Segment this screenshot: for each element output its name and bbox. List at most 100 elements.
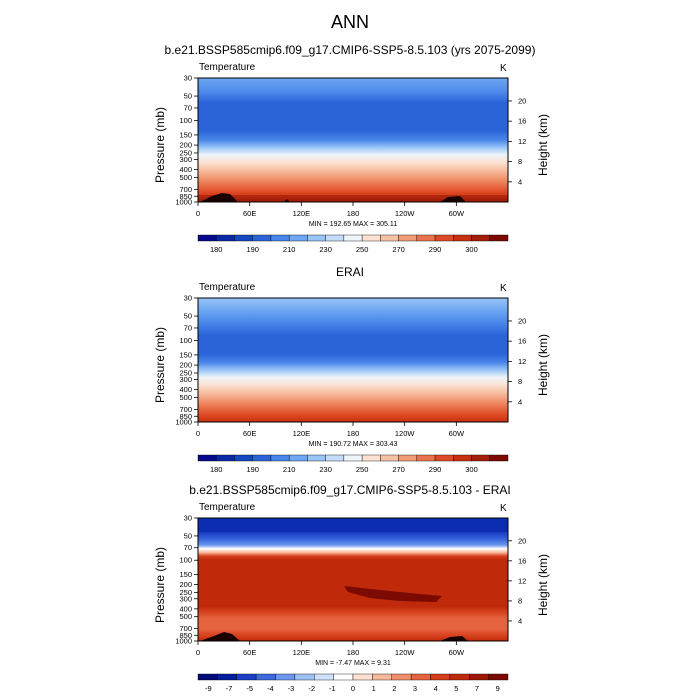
y-tick-label: 1000 <box>175 198 192 207</box>
colorbar-swatch <box>307 454 326 462</box>
colorbar-label: 270 <box>392 465 405 474</box>
y-tick-label: 30 <box>184 294 192 303</box>
y-tick-label: 300 <box>179 155 192 164</box>
y-tick-label: 100 <box>179 336 192 345</box>
colorbar-label: 7 <box>475 684 479 693</box>
y-tick-label: 50 <box>184 92 192 101</box>
y-tick-label: 70 <box>184 543 192 552</box>
colorbar-label: 210 <box>283 245 296 254</box>
colorbar-swatch <box>236 673 257 681</box>
colorbar-label: 230 <box>319 245 332 254</box>
colorbar-swatch <box>343 234 363 242</box>
colorbar-swatch <box>270 454 290 462</box>
y-tick-label: 30 <box>184 74 192 83</box>
colorbar-label: 4 <box>434 684 438 693</box>
panel-2-title: ERAI <box>335 265 364 279</box>
colorbar-label: 270 <box>392 245 405 254</box>
y-tick-label: 30 <box>184 514 192 523</box>
panel-2-variable: Temperature <box>199 282 256 293</box>
panel-3-plot <box>197 517 509 642</box>
colorbar-swatch <box>275 673 296 681</box>
y2-tick-label: 4 <box>518 177 522 186</box>
x-tick-label: 60W <box>449 209 465 218</box>
x-tick-label: 180 <box>347 648 360 657</box>
colorbar-swatch <box>325 234 345 242</box>
colorbar-label: 2 <box>392 684 396 693</box>
y2-tick-label: 20 <box>518 536 526 545</box>
panel-1-terrain <box>200 193 238 202</box>
panel-3-maximum-region <box>344 586 442 602</box>
y-tick-label: 500 <box>179 612 192 621</box>
colorbar-label: -1 <box>329 684 336 693</box>
y-tick-label: 150 <box>179 570 192 579</box>
colorbar-swatch <box>471 454 490 462</box>
colorbar-swatch <box>488 673 509 681</box>
colorbar-swatch <box>416 454 436 462</box>
y-tick-label: 100 <box>179 116 192 125</box>
colorbar-swatch <box>398 454 418 462</box>
colorbar-swatch <box>314 673 334 681</box>
colorbar-swatch <box>471 234 490 242</box>
y-tick-label: 700 <box>179 624 192 633</box>
y-tick-label: 150 <box>179 130 192 139</box>
y-tick-label: 700 <box>179 185 192 194</box>
colorbar-swatch <box>410 673 431 681</box>
colorbar-swatch <box>430 673 451 681</box>
y-tick-label: 200 <box>179 580 192 589</box>
x-tick-label: 120W <box>395 209 416 218</box>
colorbar-swatch <box>252 454 272 462</box>
colorbar-swatch <box>294 673 315 681</box>
panel-3-variable: Temperature <box>199 502 256 513</box>
colorbar-swatch <box>325 454 345 462</box>
y-tick-label: 200 <box>179 361 192 370</box>
x-tick-label: 0 <box>196 429 200 438</box>
y2-tick-label: 4 <box>518 616 522 625</box>
colorbar-swatch <box>197 454 217 462</box>
colorbar-swatch <box>398 234 418 242</box>
y-tick-label: 250 <box>179 588 192 597</box>
colorbar-swatch <box>489 454 509 462</box>
colorbar-swatch <box>489 234 509 242</box>
colorbar-label: 190 <box>246 465 259 474</box>
x-tick-label: 60E <box>243 648 256 657</box>
y-tick-label: 70 <box>184 103 192 112</box>
colorbar-label: 210 <box>283 465 296 474</box>
y-tick-label: 50 <box>184 531 192 540</box>
y-tick-label: 500 <box>179 393 192 402</box>
x-tick-label: 0 <box>196 648 200 657</box>
colorbar-swatch <box>307 234 326 242</box>
x-tick-label: 60E <box>243 209 256 218</box>
colorbar-label: 300 <box>465 245 478 254</box>
colorbar-swatch <box>255 673 276 681</box>
y2-tick-label: 16 <box>518 117 526 126</box>
y-tick-label: 300 <box>179 375 192 384</box>
x-tick-label: 60W <box>449 648 465 657</box>
colorbar-label: 180 <box>210 465 223 474</box>
colorbar-swatch <box>234 234 253 242</box>
y2-tick-label: 16 <box>518 556 526 565</box>
panel-2-units: K <box>500 283 507 294</box>
colorbar-label: -5 <box>246 684 253 693</box>
colorbar-label: 1 <box>372 684 376 693</box>
colorbar-swatch <box>234 454 253 462</box>
y2-tick-label: 4 <box>518 397 522 406</box>
colorbar-swatch <box>449 673 470 681</box>
colorbar-swatch <box>333 673 354 681</box>
y-tick-label: 850 <box>179 412 192 421</box>
colorbar-swatch <box>288 454 308 462</box>
y-tick-label: 250 <box>179 148 192 157</box>
panel-1-variable: Temperature <box>199 62 256 73</box>
y-tick-label: 250 <box>179 368 192 377</box>
y-tick-label: 500 <box>179 173 192 182</box>
y-tick-label: 70 <box>184 323 192 332</box>
colorbar-label: 290 <box>429 465 442 474</box>
colorbar-label: -4 <box>267 684 274 693</box>
y-tick-label: 850 <box>179 192 192 201</box>
colorbar-label: 250 <box>356 245 369 254</box>
colorbar-label: 9 <box>496 684 500 693</box>
x-tick-label: 120W <box>395 648 416 657</box>
colorbar-swatch <box>343 454 363 462</box>
colorbar-swatch <box>469 673 489 681</box>
colorbar-label: 250 <box>356 465 369 474</box>
